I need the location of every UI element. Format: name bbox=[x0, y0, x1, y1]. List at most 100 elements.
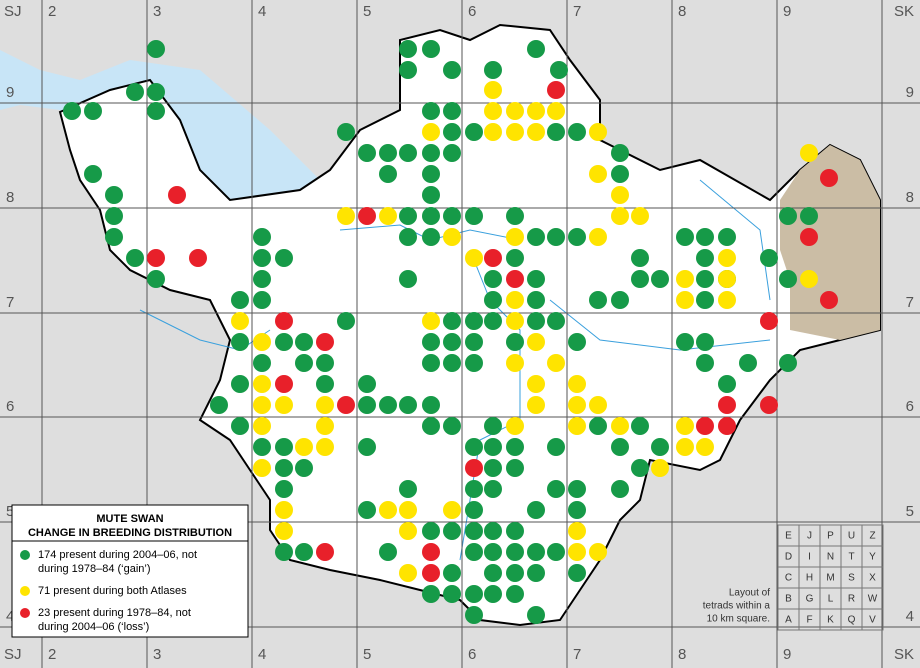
record-dot bbox=[443, 501, 461, 519]
record-dot bbox=[506, 333, 524, 351]
record-dot bbox=[718, 270, 736, 288]
record-dot bbox=[568, 228, 586, 246]
record-dot bbox=[231, 333, 249, 351]
record-dot bbox=[547, 354, 565, 372]
row-label: 8 bbox=[906, 189, 914, 206]
record-dot bbox=[506, 102, 524, 120]
record-dot bbox=[443, 312, 461, 330]
key-letter: X bbox=[869, 573, 876, 584]
legend-dot bbox=[20, 586, 30, 596]
record-dot bbox=[295, 438, 313, 456]
record-dot bbox=[718, 417, 736, 435]
record-dot bbox=[506, 123, 524, 141]
column-label: 7 bbox=[573, 646, 581, 663]
record-dot bbox=[506, 354, 524, 372]
key-letter: E bbox=[785, 531, 792, 542]
record-dot bbox=[651, 270, 669, 288]
record-dot bbox=[253, 228, 271, 246]
record-dot bbox=[443, 228, 461, 246]
record-dot bbox=[527, 501, 545, 519]
record-dot bbox=[484, 123, 502, 141]
record-dot bbox=[589, 228, 607, 246]
record-dot bbox=[316, 333, 334, 351]
record-dot bbox=[611, 186, 629, 204]
record-dot bbox=[231, 291, 249, 309]
record-dot bbox=[568, 564, 586, 582]
record-dot bbox=[275, 543, 293, 561]
record-dot bbox=[275, 522, 293, 540]
record-dot bbox=[275, 249, 293, 267]
column-label: 4 bbox=[258, 3, 266, 20]
record-dot bbox=[443, 333, 461, 351]
record-dot bbox=[800, 228, 818, 246]
record-dot bbox=[422, 207, 440, 225]
record-dot bbox=[422, 165, 440, 183]
key-letter: R bbox=[848, 594, 855, 605]
record-dot bbox=[84, 102, 102, 120]
record-dot bbox=[506, 417, 524, 435]
record-dot bbox=[506, 249, 524, 267]
legend-label: 71 present during both Atlases bbox=[38, 585, 187, 597]
record-dot bbox=[800, 207, 818, 225]
key-letter: F bbox=[806, 615, 812, 626]
key-letter: M bbox=[826, 573, 834, 584]
row-label: 9 bbox=[906, 84, 914, 101]
record-dot bbox=[105, 186, 123, 204]
record-dot bbox=[631, 417, 649, 435]
record-dot bbox=[189, 249, 207, 267]
record-dot bbox=[275, 375, 293, 393]
legend-label: 174 present during 2004–06, not bbox=[38, 549, 197, 561]
record-dot bbox=[718, 228, 736, 246]
record-dot bbox=[63, 102, 81, 120]
record-dot bbox=[506, 585, 524, 603]
key-letter: S bbox=[848, 573, 855, 584]
corner-label: SK bbox=[894, 3, 914, 20]
record-dot bbox=[696, 270, 714, 288]
key-letter: A bbox=[785, 615, 792, 626]
record-dot bbox=[550, 61, 568, 79]
record-dot bbox=[611, 438, 629, 456]
record-dot bbox=[253, 333, 271, 351]
record-dot bbox=[568, 501, 586, 519]
row-label: 4 bbox=[906, 608, 914, 625]
record-dot bbox=[443, 564, 461, 582]
record-dot bbox=[527, 291, 545, 309]
record-dot bbox=[210, 396, 228, 414]
corner-label: SJ bbox=[4, 646, 22, 663]
record-dot bbox=[589, 543, 607, 561]
record-dot bbox=[465, 333, 483, 351]
column-label: 7 bbox=[573, 3, 581, 20]
record-dot bbox=[696, 333, 714, 351]
column-label: 3 bbox=[153, 3, 161, 20]
row-label: 9 bbox=[6, 84, 14, 101]
record-dot bbox=[465, 501, 483, 519]
record-dot bbox=[611, 480, 629, 498]
record-dot bbox=[718, 396, 736, 414]
record-dot bbox=[547, 312, 565, 330]
key-cell bbox=[861, 608, 884, 631]
record-dot bbox=[527, 564, 545, 582]
record-dot bbox=[739, 354, 757, 372]
record-dot bbox=[589, 165, 607, 183]
record-dot bbox=[631, 459, 649, 477]
record-dot bbox=[422, 417, 440, 435]
record-dot bbox=[399, 522, 417, 540]
key-letter: K bbox=[827, 615, 834, 626]
record-dot bbox=[399, 501, 417, 519]
record-dot bbox=[676, 291, 694, 309]
record-dot bbox=[484, 480, 502, 498]
record-dot bbox=[527, 123, 545, 141]
record-dot bbox=[484, 81, 502, 99]
record-dot bbox=[379, 543, 397, 561]
record-dot bbox=[465, 249, 483, 267]
record-dot bbox=[568, 123, 586, 141]
record-dot bbox=[84, 165, 102, 183]
row-label: 6 bbox=[6, 398, 14, 415]
record-dot bbox=[231, 312, 249, 330]
record-dot bbox=[465, 585, 483, 603]
key-caption: Layout of bbox=[729, 588, 770, 599]
record-dot bbox=[484, 270, 502, 288]
record-dot bbox=[399, 396, 417, 414]
